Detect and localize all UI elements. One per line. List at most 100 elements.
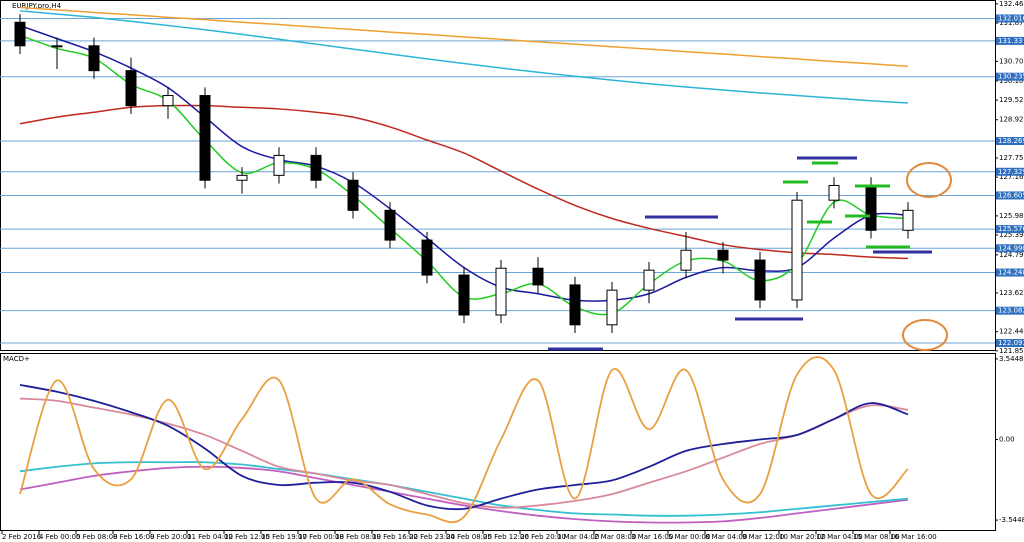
candle-body (458, 274, 470, 316)
level-label-box (996, 137, 1024, 146)
level-label: 123.082 (998, 307, 1024, 315)
candle-body (532, 267, 544, 286)
level-label: 125.576 (998, 225, 1024, 233)
level-label-box (996, 191, 1024, 200)
x-tick-label: 22 Feb 23:00 (409, 533, 455, 541)
level-label-box (996, 268, 1024, 277)
candle-body (125, 70, 137, 107)
candle-body (791, 199, 803, 301)
level-label: 124.990 (998, 244, 1024, 252)
candle-body (902, 209, 914, 231)
level-label: 124.248 (998, 269, 1024, 277)
y-tick-label: 132.462 (999, 0, 1024, 8)
x-tick-label: 10 Mar 20:00 (779, 533, 826, 541)
x-tick-label: 15 Feb 19:00 (261, 533, 307, 541)
x-tick-label: 3 Mar 16:00 (631, 533, 673, 541)
candle-body (865, 184, 877, 231)
x-tick-label: 8 Feb 16:00 (113, 533, 154, 541)
x-tick-label: 4 Feb 00:00 (39, 533, 80, 541)
x-tick-label: 26 Feb 20:00 (520, 533, 566, 541)
x-tick-label: 2 Feb 2016 (2, 533, 42, 541)
x-tick-label: 9 Feb 20:00 (150, 533, 191, 541)
y-tick-label: 130.705 (999, 57, 1024, 65)
level-label: 128.269 (998, 137, 1024, 145)
candle-body (273, 154, 285, 176)
candle-body (569, 284, 581, 326)
x-tick-label: 12 Feb 12:00 (224, 533, 270, 541)
candle-body (88, 45, 100, 72)
candle-body (199, 95, 211, 181)
y-tick-label: 124.790 (999, 251, 1024, 259)
candle-body (680, 249, 692, 271)
highlight-circle (902, 319, 948, 351)
candle-body (606, 289, 618, 326)
x-tick-label: 17 Feb 00:00 (298, 533, 344, 541)
x-tick-label: 5 Feb 08:00 (76, 533, 117, 541)
level-label-box (996, 244, 1024, 253)
x-tick-label: 2 Mar 08:00 (594, 533, 636, 541)
level-label-box (996, 167, 1024, 176)
candle-body (347, 179, 359, 211)
x-tick-label: 12 Mar 04:00 (816, 533, 863, 541)
indicator-line (19, 461, 909, 517)
candle-body (236, 174, 248, 181)
x-tick-label: 24 Feb 08:00 (446, 533, 492, 541)
y-tick-label: 123.625 (999, 289, 1024, 297)
y-tick-label: 131.875 (999, 19, 1024, 27)
x-tick-label: 18 Feb 08:00 (335, 533, 381, 541)
indicator-line (19, 397, 909, 509)
annotations (548, 156, 952, 351)
y-tick-label: -3.5448 (999, 516, 1024, 524)
indicator-line (19, 465, 909, 524)
level-label: 122.093 (998, 339, 1024, 347)
x-tick-label: 16 Mar 16:00 (890, 533, 937, 541)
level-label: 126.605 (998, 191, 1024, 199)
x-tick-label: 11 Feb 04:00 (187, 533, 233, 541)
level-label: 132.016 (998, 14, 1024, 22)
indicator-line (19, 384, 909, 511)
y-tick-label: 130.105 (999, 77, 1024, 85)
candle-body (14, 21, 26, 47)
indicator-title: MACD+ (3, 355, 30, 363)
y-tick-label: 125.395 (999, 231, 1024, 239)
y-tick-label: 128.920 (999, 116, 1024, 124)
chart-title: EURJPY.pro,H4 (12, 2, 62, 10)
x-tick-label: 19 Feb 16:00 (372, 533, 418, 541)
level-label-box (996, 14, 1024, 23)
x-tick-label: 8 Mar 04:00 (705, 533, 747, 541)
level-label-box (996, 306, 1024, 315)
candle-body (162, 95, 174, 107)
candle-body (51, 45, 63, 48)
level-label: 131.33 (998, 37, 1023, 45)
y-tick-label: 127.750 (999, 154, 1024, 162)
level-label-box (996, 225, 1024, 234)
indicator-line (19, 356, 909, 524)
level-label-box (996, 36, 1024, 45)
main-panel (0, 0, 996, 351)
y-tick-label: 125.980 (999, 212, 1024, 220)
y-tick-label: 0.00 (999, 435, 1015, 443)
candle-body (717, 249, 729, 261)
level-label-box (996, 72, 1024, 81)
candle-body (828, 184, 840, 201)
y-tick-label: 3.5448 (999, 355, 1024, 363)
level-label: 130.235 (998, 73, 1024, 81)
candle-body (754, 259, 766, 301)
candle-body (421, 239, 433, 276)
level-label-box (996, 339, 1024, 348)
x-tick-label: 1 Mar 04:00 (557, 533, 599, 541)
macd-panel (0, 353, 996, 531)
indicator-line (19, 6, 909, 68)
candle-body (384, 209, 396, 241)
highlight-circle (906, 162, 952, 198)
x-tick-label: 9 Mar 12:00 (742, 533, 784, 541)
y-tick-label: 129.520 (999, 96, 1024, 104)
candle-body (495, 267, 507, 316)
y-tick-label: 122.440 (999, 328, 1024, 336)
indicator-line (19, 10, 909, 104)
y-tick-label: 127.165 (999, 173, 1024, 181)
candle-body (643, 269, 655, 291)
x-tick-label: 5 Mar 00:00 (668, 533, 710, 541)
